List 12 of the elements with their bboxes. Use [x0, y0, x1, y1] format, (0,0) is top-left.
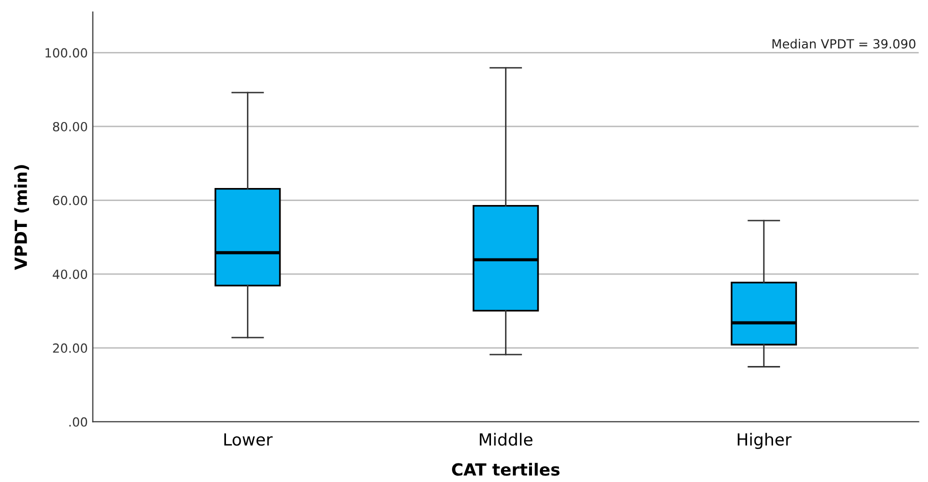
y-axis-title: VPDT (min)	[14, 165, 30, 270]
y-tick-label: 60.00	[53, 196, 88, 206]
y-tick-label: 20.00	[53, 343, 88, 353]
y-tick-label: 100.00	[46, 48, 88, 58]
x-tick-label: Higher	[738, 432, 792, 449]
annotation: Median VPDT = 39.090	[772, 38, 916, 49]
y-tick-label: 80.00	[53, 122, 88, 132]
x-tick-label: Lower	[224, 433, 273, 446]
y-tick-label: 40.00	[52, 270, 88, 280]
x-axis-title: CAT tertiles	[452, 462, 560, 476]
x-tick-label: Middle	[480, 432, 532, 446]
y-tick-label: .00	[69, 417, 88, 427]
